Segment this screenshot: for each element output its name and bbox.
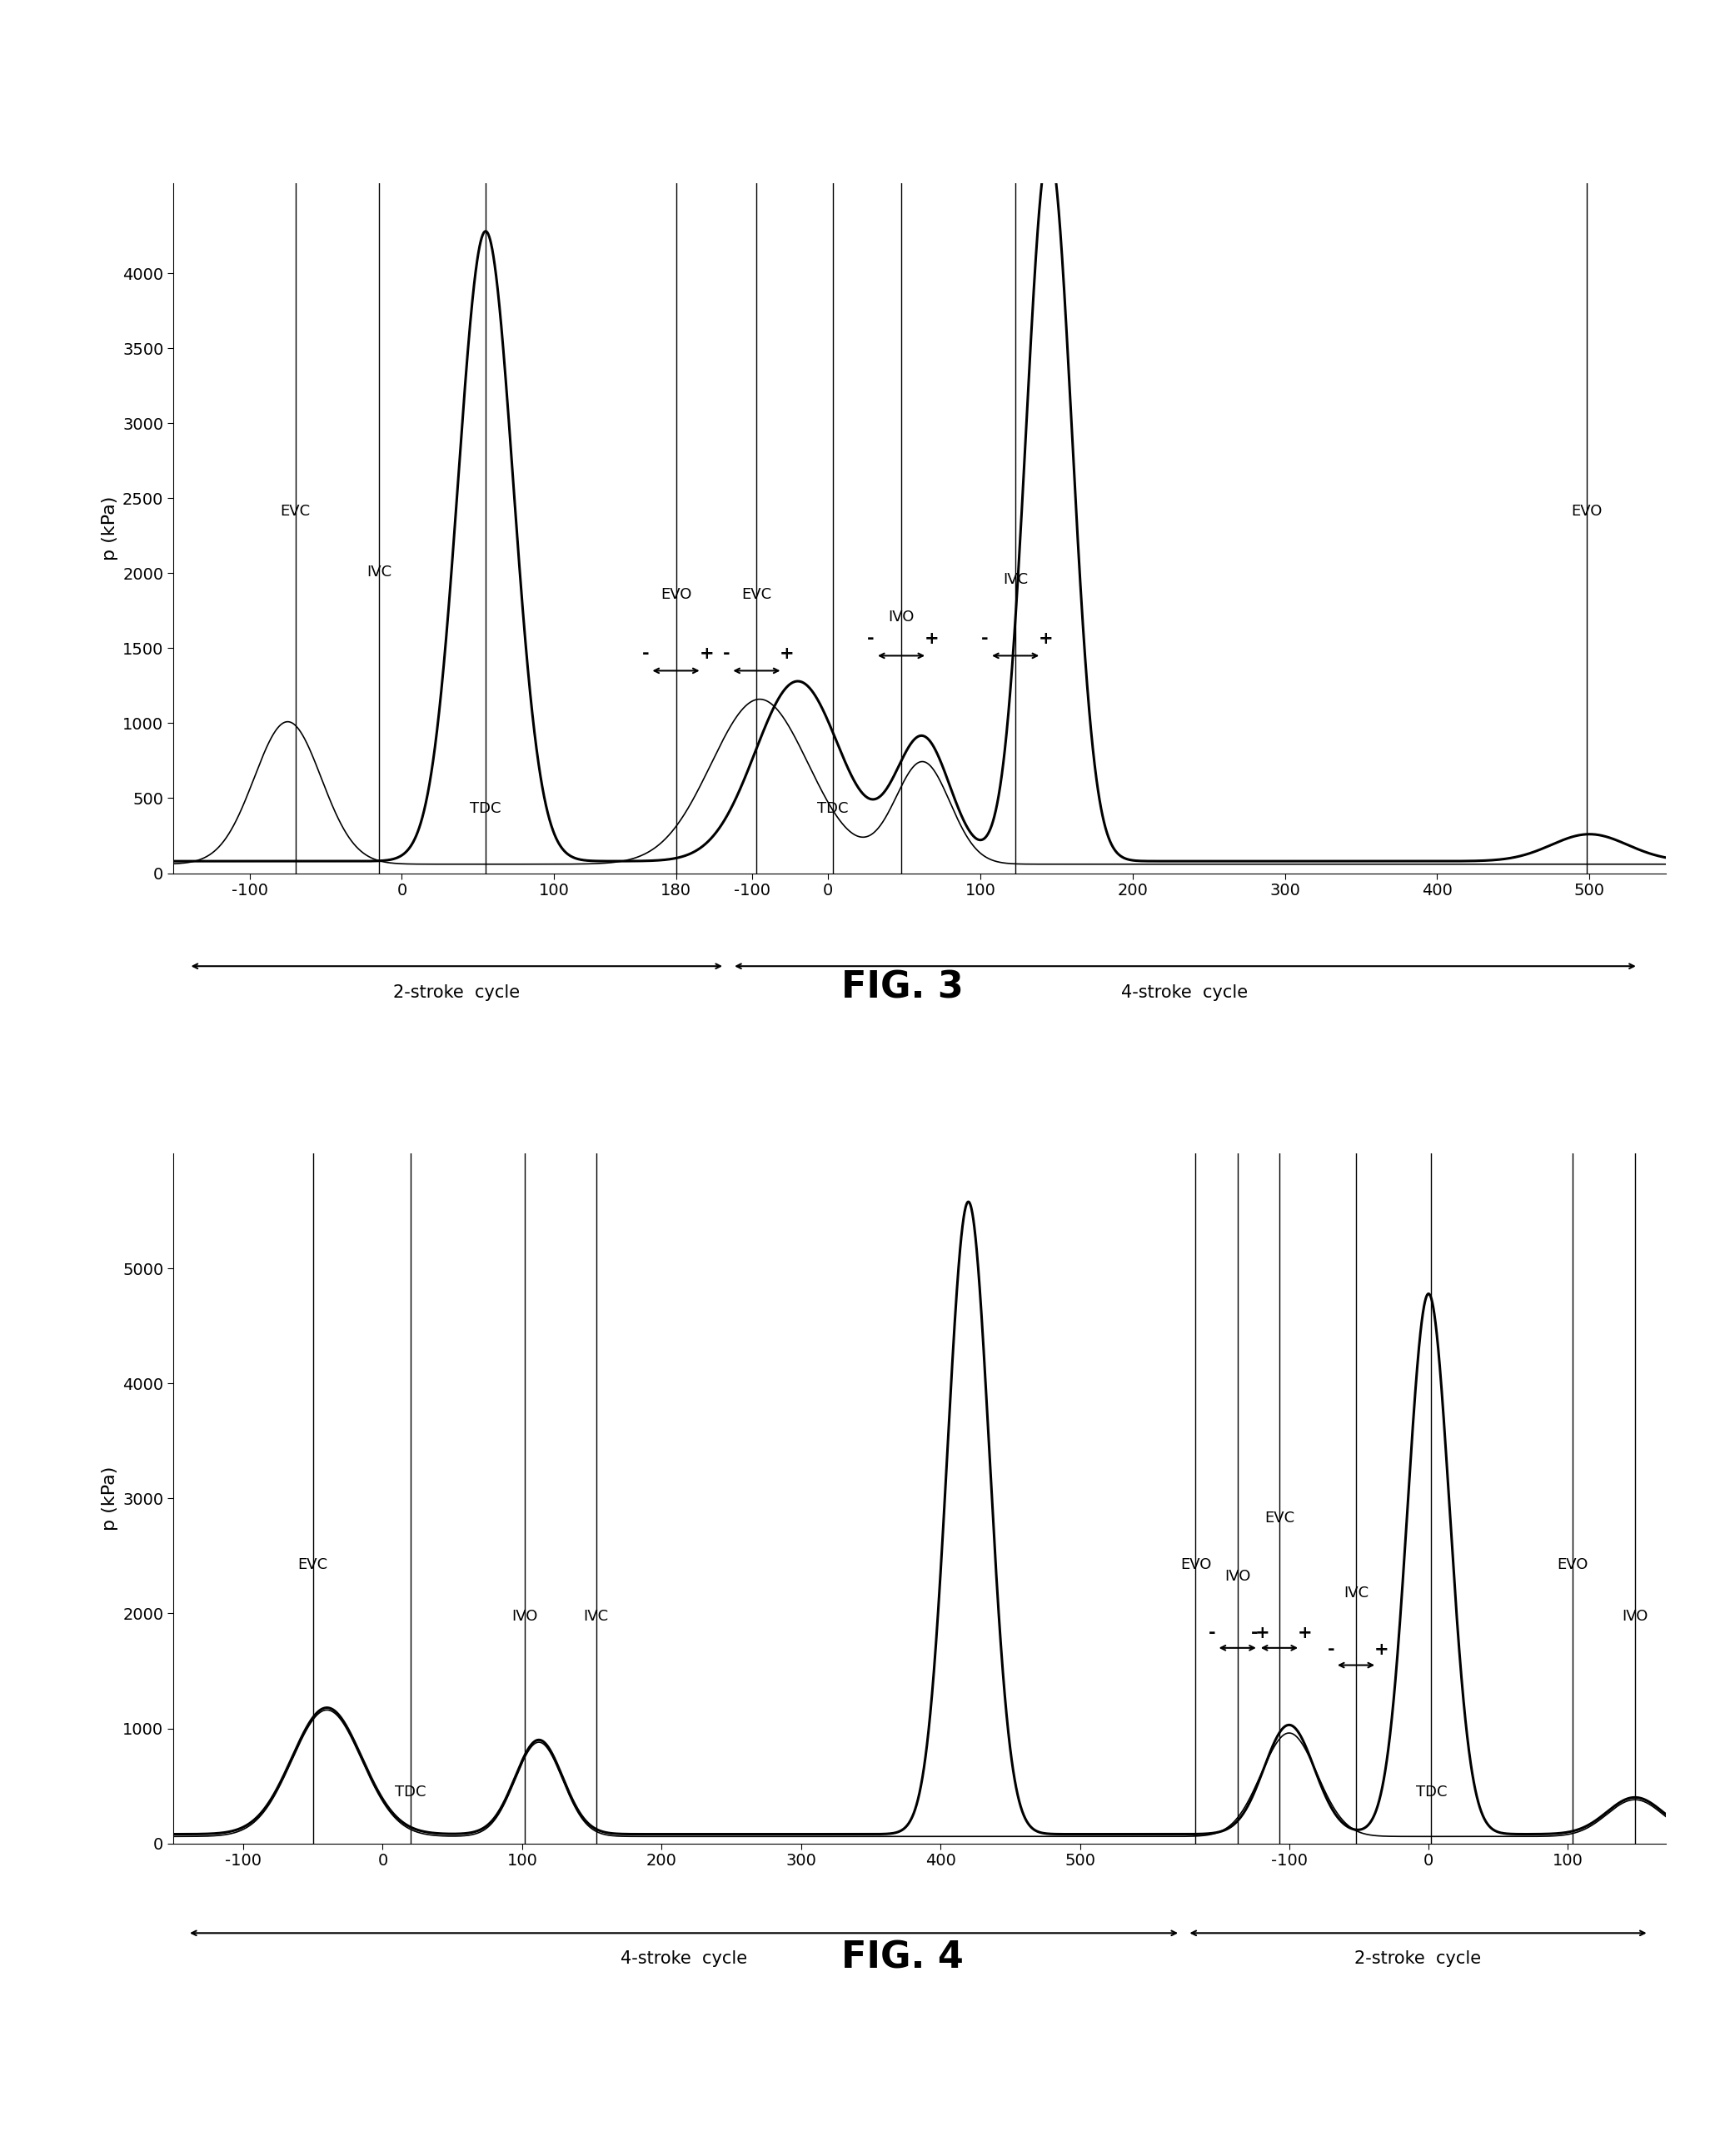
- Text: 4-stroke  cycle: 4-stroke cycle: [1121, 983, 1247, 1000]
- Text: +: +: [1298, 1623, 1312, 1641]
- Text: TDC: TDC: [1416, 1785, 1447, 1800]
- Text: -: -: [982, 630, 989, 647]
- Text: EVO: EVO: [1556, 1557, 1588, 1572]
- Y-axis label: p (kPa): p (kPa): [101, 1466, 118, 1531]
- Text: EVO: EVO: [1180, 1557, 1211, 1572]
- Text: TDC: TDC: [470, 802, 501, 817]
- Text: IVO: IVO: [1225, 1570, 1251, 1583]
- Text: IVO: IVO: [512, 1608, 538, 1623]
- Text: +: +: [1254, 1623, 1270, 1641]
- Text: 4-stroke  cycle: 4-stroke cycle: [621, 1951, 748, 1966]
- Text: -: -: [642, 645, 649, 662]
- Text: -: -: [1327, 1641, 1334, 1658]
- Text: +: +: [699, 645, 713, 662]
- Text: +: +: [1374, 1641, 1388, 1658]
- Text: -: -: [1209, 1623, 1216, 1641]
- Text: +: +: [925, 630, 939, 647]
- Text: EVO: EVO: [661, 586, 692, 602]
- Text: -: -: [1251, 1623, 1258, 1641]
- Y-axis label: p (kPa): p (kPa): [101, 496, 118, 561]
- Text: 2-stroke  cycle: 2-stroke cycle: [1353, 1951, 1480, 1966]
- Text: EVO: EVO: [1570, 505, 1601, 520]
- Text: EVC: EVC: [741, 586, 772, 602]
- Text: IVC: IVC: [583, 1608, 609, 1623]
- Text: TDC: TDC: [817, 802, 848, 817]
- Text: EVC: EVC: [281, 505, 311, 520]
- Text: IVC: IVC: [366, 565, 392, 580]
- Text: IVC: IVC: [1003, 571, 1029, 586]
- Text: FIG. 3: FIG. 3: [841, 970, 963, 1005]
- Text: IVO: IVO: [1622, 1608, 1648, 1623]
- Text: 2-stroke  cycle: 2-stroke cycle: [394, 983, 520, 1000]
- Text: +: +: [1039, 630, 1053, 647]
- Text: FIG. 4: FIG. 4: [841, 1940, 963, 1975]
- Text: EVC: EVC: [1265, 1511, 1294, 1526]
- Text: +: +: [779, 645, 795, 662]
- Text: EVC: EVC: [298, 1557, 328, 1572]
- Text: IVC: IVC: [1343, 1587, 1369, 1600]
- Text: -: -: [722, 645, 730, 662]
- Text: TDC: TDC: [396, 1785, 427, 1800]
- Text: IVO: IVO: [888, 610, 914, 625]
- Text: -: -: [868, 630, 874, 647]
